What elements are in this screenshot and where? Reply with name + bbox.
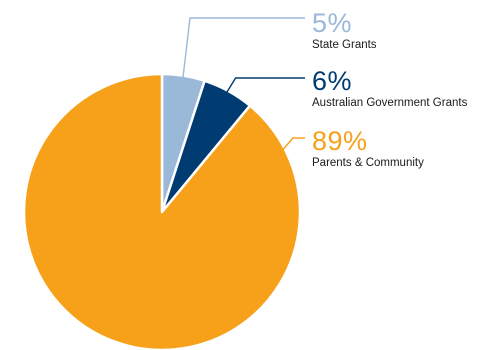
leader-line-parents-community	[118, 137, 305, 339]
callout-state-grants: 5% State Grants	[312, 10, 377, 52]
slice-percent-state-grants: 5%	[312, 8, 353, 38]
callout-parents-community: 89% Parents & Community	[312, 128, 424, 170]
pie-slice-parents-community	[22, 72, 302, 350]
slice-percent-parents-community: 89%	[312, 126, 368, 156]
slice-label-parents-community: Parents & Community	[312, 157, 424, 169]
slice-label-state-grants: State Grants	[312, 39, 377, 51]
slice-label-australian-government-grants: Australian Government Grants	[312, 97, 468, 109]
callout-australian-government-grants: 6% Australian Government Grants	[312, 68, 467, 110]
slice-percent-australian-government-grants: 6%	[312, 66, 353, 96]
leader-line-australian-government-grants	[226, 77, 305, 93]
leader-line-state-grants	[182, 17, 305, 78]
